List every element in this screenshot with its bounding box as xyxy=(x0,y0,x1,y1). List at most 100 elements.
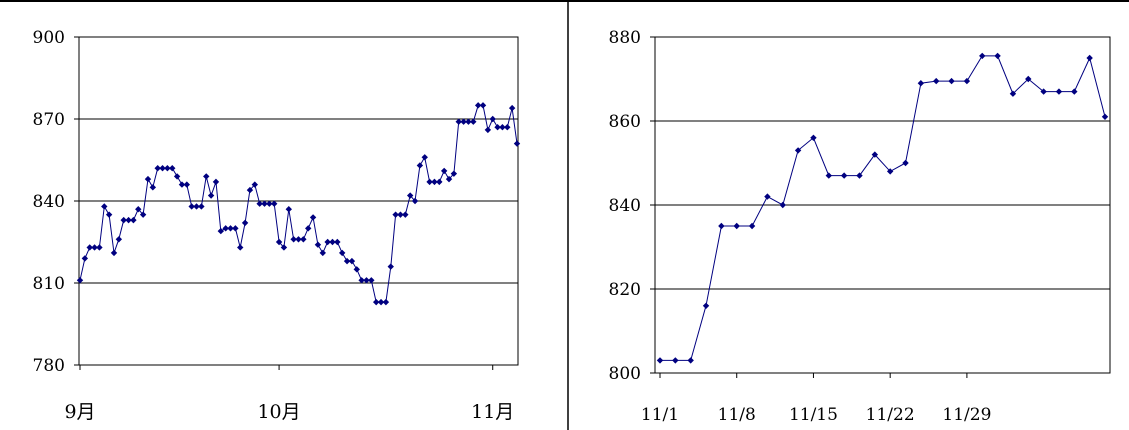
x-tick-label: 11/15 xyxy=(789,405,838,425)
data-point xyxy=(125,216,132,224)
data-point xyxy=(440,167,448,175)
data-point xyxy=(135,206,142,213)
data-point xyxy=(266,200,273,207)
data-point xyxy=(115,236,123,243)
data-point xyxy=(183,181,191,188)
data-point xyxy=(465,118,472,125)
x-tick-label: 11/8 xyxy=(718,405,756,425)
data-point xyxy=(948,77,955,85)
data-point xyxy=(445,175,453,183)
data-point xyxy=(431,178,438,186)
data-point xyxy=(178,181,186,188)
data-point xyxy=(295,236,302,243)
data-point xyxy=(656,357,664,364)
data-point xyxy=(902,159,909,167)
data-point xyxy=(840,172,848,179)
data-point xyxy=(702,302,710,309)
series-line xyxy=(660,55,1106,361)
data-point xyxy=(387,263,394,270)
data-point xyxy=(193,203,200,210)
data-point xyxy=(748,222,756,230)
data-point xyxy=(91,244,98,251)
data-point xyxy=(825,172,832,179)
data-point xyxy=(300,236,307,243)
y-tick-label: 880 xyxy=(609,28,641,48)
data-point xyxy=(963,77,971,85)
data-point xyxy=(718,222,725,230)
data-point xyxy=(1071,88,1078,95)
x-tick-label: 11月 xyxy=(471,401,514,423)
data-point xyxy=(343,257,351,265)
data-point xyxy=(1025,75,1032,83)
data-point xyxy=(217,227,225,235)
data-point xyxy=(207,192,215,199)
data-point xyxy=(120,216,127,224)
data-point xyxy=(105,211,113,218)
data-point xyxy=(154,165,161,172)
data-point xyxy=(305,225,312,232)
data-point xyxy=(402,211,409,218)
data-point xyxy=(406,192,414,199)
data-point xyxy=(450,170,458,177)
data-point xyxy=(479,102,487,109)
y-tick-label: 820 xyxy=(609,280,641,300)
y-tick-label: 860 xyxy=(609,112,641,132)
y-tick-label: 900 xyxy=(33,28,65,48)
data-point xyxy=(382,298,390,306)
data-point xyxy=(261,200,268,207)
data-point xyxy=(271,200,278,207)
data-point xyxy=(436,178,443,186)
data-point xyxy=(241,219,249,227)
data-point xyxy=(173,173,181,180)
data-point xyxy=(110,249,118,257)
data-point xyxy=(484,126,492,134)
data-point xyxy=(513,140,521,147)
data-point xyxy=(275,238,283,246)
data-point xyxy=(933,77,940,85)
data-point xyxy=(339,249,346,257)
data-point xyxy=(329,238,336,246)
data-point xyxy=(377,298,385,306)
data-point xyxy=(470,118,477,125)
data-point xyxy=(504,124,511,131)
data-point xyxy=(856,172,863,179)
data-point xyxy=(348,257,356,265)
data-point xyxy=(101,203,108,210)
data-point xyxy=(1009,90,1017,97)
data-point xyxy=(779,201,786,209)
data-point xyxy=(144,175,152,183)
x-tick-label: 11/22 xyxy=(866,405,915,425)
x-tick-label: 9月 xyxy=(64,401,95,423)
data-point xyxy=(416,162,424,169)
data-point xyxy=(212,178,220,186)
y-tick-label: 800 xyxy=(609,364,641,384)
data-point xyxy=(421,154,428,161)
x-tick-label: 11/1 xyxy=(641,405,679,425)
data-point xyxy=(81,255,89,262)
data-point xyxy=(474,102,482,109)
y-tick-label: 780 xyxy=(33,356,65,376)
data-point xyxy=(139,211,147,218)
data-point xyxy=(494,124,501,131)
data-point xyxy=(159,165,166,172)
left-line-chart: 900 870 840 810 780 9月 10月 11月 xyxy=(33,28,521,423)
data-point xyxy=(86,244,93,251)
data-point xyxy=(309,214,317,221)
x-tick-label: 11/29 xyxy=(942,405,991,425)
data-point xyxy=(251,181,258,188)
data-point xyxy=(232,225,239,232)
data-point xyxy=(353,266,360,273)
data-point xyxy=(76,277,84,284)
series-line xyxy=(79,104,518,303)
data-point xyxy=(733,222,740,230)
data-point xyxy=(169,165,176,172)
data-point xyxy=(979,52,986,60)
data-point xyxy=(460,118,467,125)
data-point xyxy=(672,357,679,364)
data-point xyxy=(324,238,331,246)
data-point xyxy=(1055,88,1063,95)
data-point xyxy=(372,298,380,306)
data-point xyxy=(130,216,137,224)
data-point xyxy=(363,277,370,284)
